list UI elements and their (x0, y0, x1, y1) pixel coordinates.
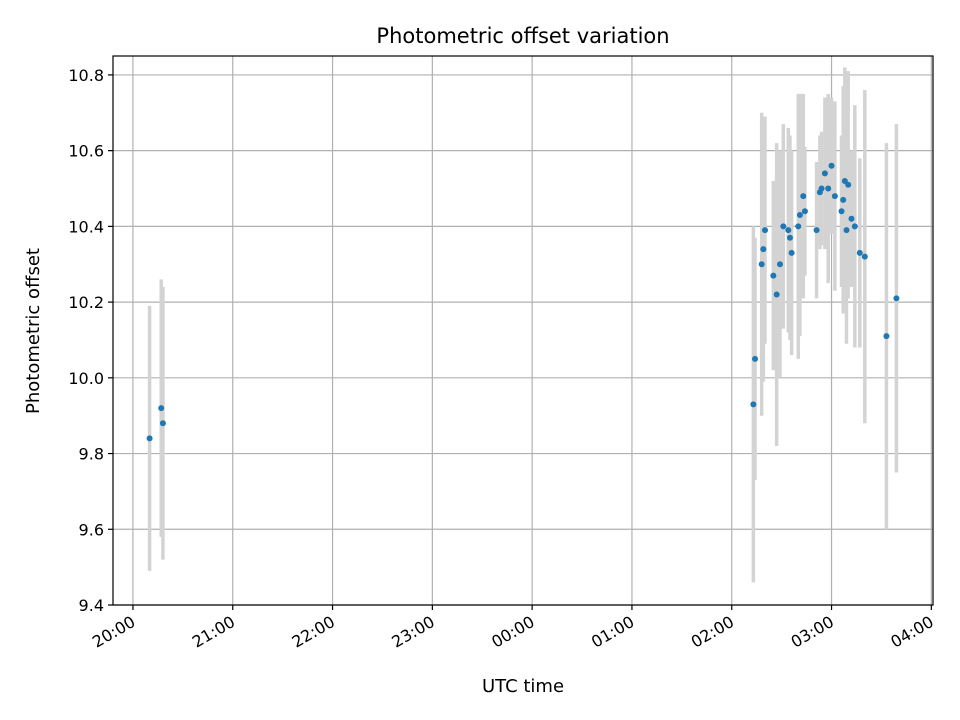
data-point (856, 249, 863, 256)
data-point (883, 333, 890, 340)
data-point (818, 185, 825, 192)
data-point (752, 355, 759, 362)
y-tick-label: 9.8 (79, 445, 104, 464)
data-point (159, 420, 166, 427)
data-point (800, 193, 807, 200)
y-tick-label: 10.8 (68, 66, 104, 85)
data-point (776, 261, 783, 268)
data-point (785, 227, 792, 234)
data-point (831, 193, 838, 200)
data-point (825, 185, 832, 192)
y-tick-label: 10.0 (68, 369, 104, 388)
data-point (845, 181, 852, 188)
data-point (796, 212, 803, 219)
data-point (758, 261, 765, 268)
y-tick-label: 10.6 (68, 142, 104, 161)
data-point (893, 295, 900, 302)
y-tick-label: 10.2 (68, 293, 104, 312)
data-points (146, 162, 900, 442)
data-point (773, 291, 780, 298)
data-point (848, 215, 855, 222)
y-tick-label: 10.4 (68, 217, 104, 236)
y-tick-label: 9.6 (79, 520, 104, 539)
data-point (851, 223, 858, 230)
x-axis-label: UTC time (482, 676, 564, 697)
data-point (840, 196, 847, 203)
data-point (821, 170, 828, 177)
data-point (786, 234, 793, 241)
data-point (861, 253, 868, 260)
data-point (795, 223, 802, 230)
data-point (801, 208, 808, 215)
data-point (762, 227, 769, 234)
y-axis-label: Photometric offset (23, 248, 44, 414)
data-point (838, 208, 845, 215)
data-point (750, 401, 757, 408)
data-point (146, 435, 153, 442)
data-point (770, 272, 777, 279)
data-point (158, 405, 165, 412)
y-tick-label: 9.4 (79, 596, 104, 615)
data-point (843, 227, 850, 234)
data-point (828, 162, 835, 169)
data-point (813, 227, 820, 234)
data-point (780, 223, 787, 230)
grid (113, 56, 933, 606)
chart-title: Photometric offset variation (376, 24, 669, 48)
plot-frame (112, 55, 934, 606)
data-point (760, 246, 767, 253)
data-point (788, 249, 795, 256)
y-axis-ticks: 9.4 9.6 9.8 10.0 10.2 10.4 10.6 10.8 (68, 66, 113, 615)
